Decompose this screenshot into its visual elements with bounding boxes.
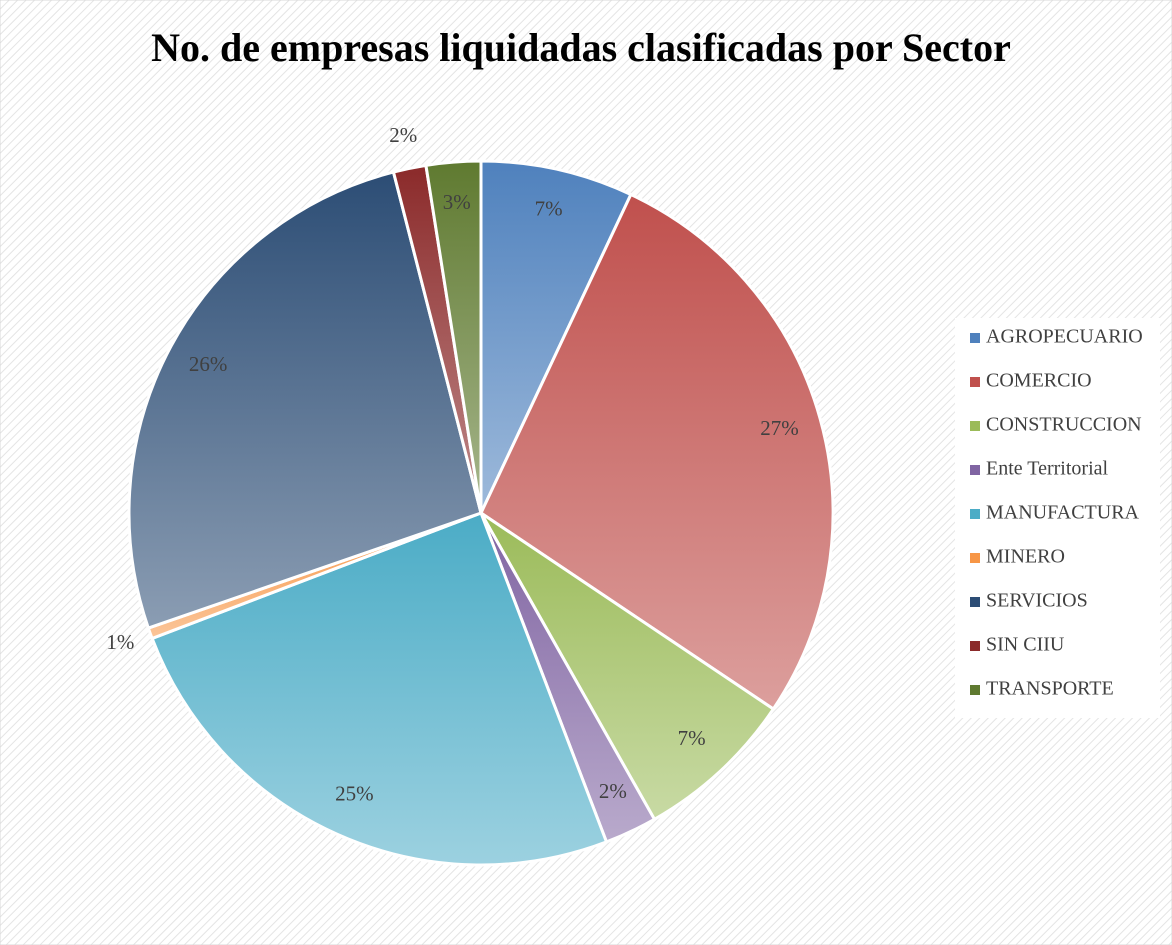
pie-slice bbox=[150, 511, 609, 867]
pie bbox=[127, 159, 835, 867]
legend-label: AGROPECUARIO bbox=[986, 326, 1143, 348]
data-label: 3% bbox=[443, 190, 471, 214]
pie-slice bbox=[424, 159, 483, 514]
pie-slice bbox=[127, 170, 483, 630]
legend-label: TRANSPORTE bbox=[986, 678, 1114, 700]
legend-label: MANUFACTURA bbox=[986, 502, 1140, 524]
legend-swatch bbox=[970, 421, 980, 431]
data-label: 2% bbox=[389, 123, 417, 147]
chart-title: No. de empresas liquidadas clasificadas … bbox=[151, 25, 1011, 70]
legend-swatch bbox=[970, 641, 980, 651]
legend-label: CONSTRUCCION bbox=[986, 414, 1142, 436]
legend-label: SERVICIOS bbox=[986, 590, 1088, 612]
data-label: 25% bbox=[335, 782, 374, 806]
data-label: 7% bbox=[535, 197, 563, 221]
legend-swatch bbox=[970, 597, 980, 607]
pie-slice bbox=[479, 192, 835, 712]
legend-box bbox=[955, 318, 1160, 718]
legend-label: SIN CIIU bbox=[986, 634, 1065, 656]
data-label: 26% bbox=[189, 352, 228, 376]
legend-swatch bbox=[970, 377, 980, 387]
data-label: 27% bbox=[760, 416, 799, 440]
legend-label: COMERCIO bbox=[986, 370, 1092, 392]
legend-swatch bbox=[970, 553, 980, 563]
legend-label: MINERO bbox=[986, 546, 1065, 568]
legend-swatch bbox=[970, 509, 980, 519]
legend-swatch bbox=[970, 333, 980, 343]
pie-slice bbox=[479, 511, 776, 822]
data-label: 7% bbox=[678, 726, 706, 750]
legend-swatch bbox=[970, 465, 980, 475]
data-label: 2% bbox=[599, 779, 627, 803]
legend-label: Ente Territorial bbox=[986, 458, 1109, 480]
legend-swatch bbox=[970, 685, 980, 695]
data-label: 1% bbox=[106, 630, 134, 654]
pie-slice bbox=[479, 159, 633, 514]
